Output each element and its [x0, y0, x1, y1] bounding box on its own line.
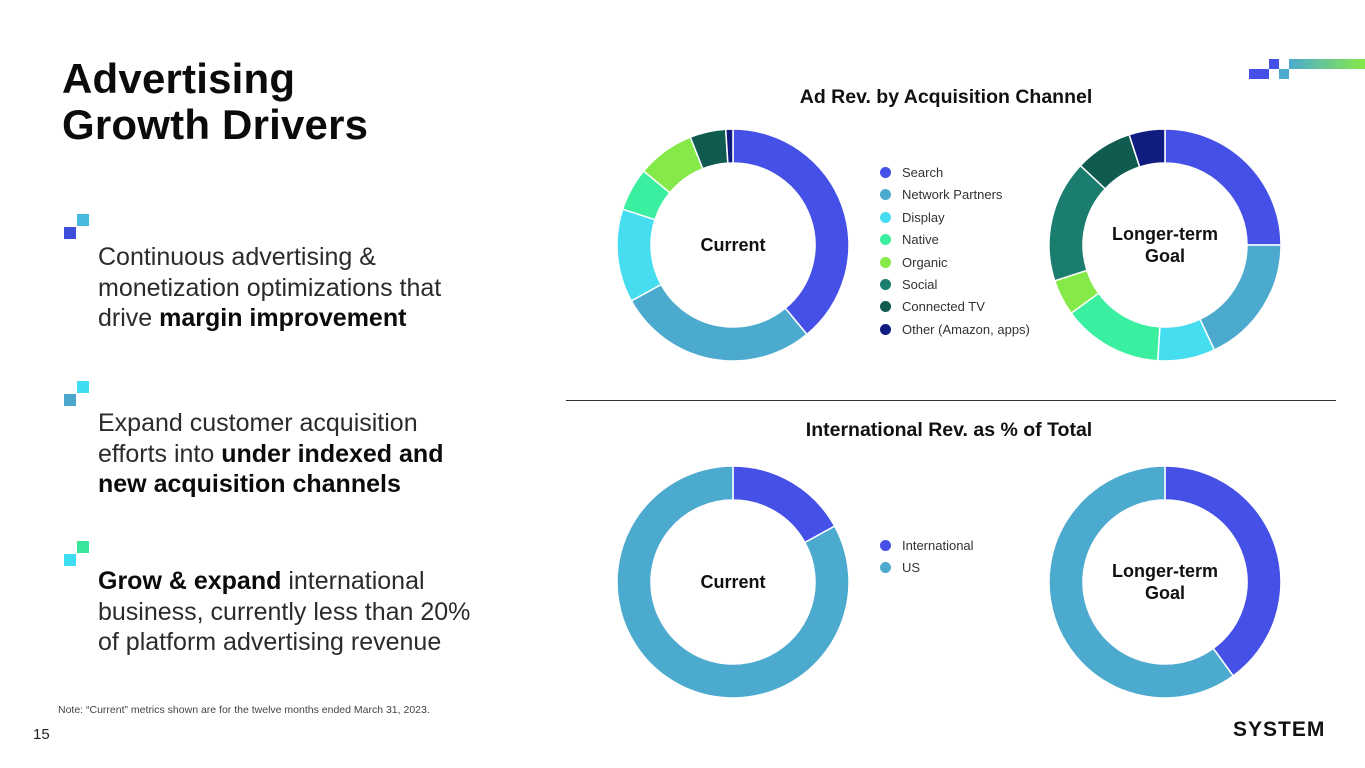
legend-swatch	[880, 167, 891, 178]
legend-label: Display	[902, 210, 945, 225]
legend-label: International	[902, 538, 974, 553]
donut-center-label: Current	[658, 571, 808, 593]
legend-swatch	[880, 234, 891, 245]
donut-slice-international	[733, 466, 835, 542]
donut-center-label: Longer-term Goal	[1090, 223, 1240, 267]
legend-item: Organic	[880, 255, 948, 270]
legend-swatch	[880, 540, 891, 551]
donut-slice-display	[617, 209, 661, 301]
legend-label: Native	[902, 232, 939, 247]
legend-swatch	[880, 324, 891, 335]
legend-swatch	[880, 279, 891, 290]
legend-swatch	[880, 301, 891, 312]
legend-swatch	[880, 257, 891, 268]
legend-label: Connected TV	[902, 299, 985, 314]
donut-slice-other-amazon-apps	[726, 129, 733, 163]
legend-item: Connected TV	[880, 299, 985, 314]
legend-swatch	[880, 562, 891, 573]
legend-label: Search	[902, 165, 943, 180]
legend-swatch	[880, 189, 891, 200]
donut-slice-search	[733, 129, 849, 334]
legend-label: Social	[902, 277, 937, 292]
legend-item: Native	[880, 232, 939, 247]
legend-label: Organic	[902, 255, 948, 270]
legend-item: Other (Amazon, apps)	[880, 322, 1030, 337]
legend-swatch	[880, 212, 891, 223]
legend-item: Network Partners	[880, 187, 1002, 202]
legend-item: Social	[880, 277, 937, 292]
legend-item: Display	[880, 210, 945, 225]
donut-center-label: Longer-term Goal	[1090, 560, 1240, 604]
legend-label: Other (Amazon, apps)	[902, 322, 1030, 337]
donut-center-label: Current	[658, 234, 808, 256]
legend-label: Network Partners	[902, 187, 1002, 202]
donut-slice-network-partners	[631, 285, 807, 361]
legend-item: International	[880, 538, 974, 553]
legend-item: Search	[880, 165, 943, 180]
legend-label: US	[902, 560, 920, 575]
legend-item: US	[880, 560, 920, 575]
